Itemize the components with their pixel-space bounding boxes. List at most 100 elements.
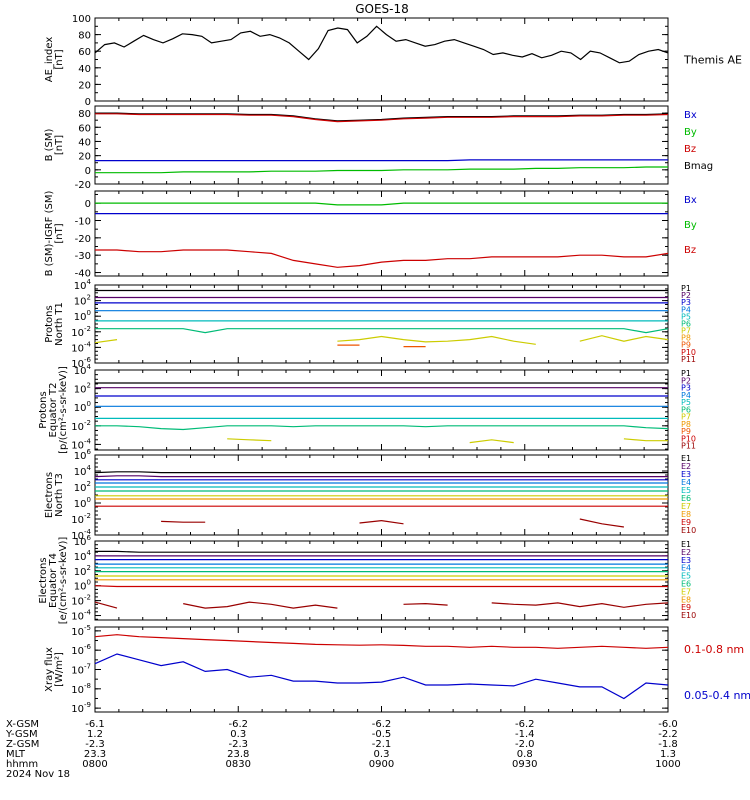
- y-tick-label: 10-4: [71, 609, 91, 623]
- y-axis-label: Equator T2: [48, 383, 59, 438]
- legend-label: P8: [681, 334, 691, 343]
- legend-label: P1: [681, 284, 691, 293]
- legend-label: E6: [681, 580, 691, 589]
- series-e10: [491, 602, 669, 608]
- legend-label: Bx: [684, 195, 697, 206]
- legend-label: E8: [681, 595, 691, 604]
- panel-frame: [94, 454, 669, 536]
- ephemeris-value: 0900: [369, 759, 394, 770]
- legend-label: P4: [681, 305, 691, 314]
- legend-label: E9: [681, 603, 691, 612]
- legend-label: E3: [681, 556, 691, 565]
- y-tick-label: 102: [74, 564, 91, 578]
- ephemeris-value: 0.8: [517, 749, 533, 760]
- ephemeris-value: -1.4: [515, 729, 535, 740]
- y-tick-label: 104: [74, 549, 92, 563]
- panel-1: 0 20 40 60 80 100 AE_index [nT] Themis AE: [44, 14, 742, 108]
- legend-label: E4: [681, 564, 691, 573]
- legend-label: P9: [681, 427, 691, 436]
- panel-frame: [94, 284, 669, 364]
- legend-label: P9: [681, 341, 691, 350]
- y-axis-label: North T1: [54, 302, 65, 346]
- legend-label: E10: [681, 526, 696, 535]
- legend-label: P7: [681, 327, 691, 336]
- legend-label: E9: [681, 518, 691, 527]
- y-tick-label: 10-5: [71, 624, 91, 638]
- y-axis-label: Electrons: [38, 557, 49, 603]
- y-tick-label: 10-7: [71, 663, 91, 677]
- ephemeris-value: 23.8: [227, 749, 249, 760]
- series-bz: [95, 113, 669, 123]
- legend-label: E8: [681, 510, 691, 519]
- y-tick-label: -20: [75, 234, 91, 245]
- series-p7: [337, 335, 536, 345]
- legend-label: E5: [681, 486, 691, 495]
- y-tick-label: 102: [74, 382, 91, 396]
- y-axis-label: Protons: [44, 305, 55, 342]
- ephemeris-value: -6.2: [515, 719, 535, 730]
- ephemeris-row-label: X-GSM: [6, 719, 39, 730]
- y-tick-label: 40: [78, 64, 91, 75]
- y-tick-label: -30: [75, 251, 91, 262]
- panel-8: 10-5 10-6 10-7 10-8 10-9 Xray flux [W/m²] 0.1-0…: [44, 624, 750, 715]
- legend-label: By: [684, 220, 697, 231]
- legend-label: P4: [681, 391, 691, 400]
- ephemeris-row-label: Y-GSM: [5, 729, 38, 740]
- legend-label: P2: [681, 376, 691, 385]
- y-tick-label: 40: [78, 137, 91, 148]
- series-bmag: [95, 112, 669, 122]
- legend-label: By: [684, 127, 697, 138]
- series-p7: [623, 438, 668, 442]
- legend-label: P6: [681, 319, 691, 328]
- ephemeris-value: 1.3: [660, 749, 676, 760]
- y-axis-label: Equator T4: [48, 553, 59, 608]
- y-tick-label: 60: [78, 123, 91, 134]
- y-axis-label: Xray flux: [44, 647, 55, 692]
- y-tick-label: 100: [74, 400, 91, 414]
- y-axis-label: B (SM)-IGRF (SM): [44, 191, 55, 277]
- legend-label: P7: [681, 413, 691, 422]
- y-axis-label: [W/m²]: [54, 652, 65, 687]
- series-p7: [227, 438, 272, 442]
- series-themis-ae: [94, 25, 669, 64]
- y-axis-label: [nT]: [54, 49, 65, 69]
- ephemeris-value: -2.3: [228, 739, 248, 750]
- y-tick-label: 10-6: [71, 643, 91, 657]
- y-axis-label: [nT]: [54, 223, 65, 243]
- panel-frame: [94, 190, 669, 277]
- legend-label: Bx: [684, 110, 697, 121]
- ephemeris-value: 1.2: [87, 729, 103, 740]
- legend-label: P5: [681, 398, 691, 407]
- legend-label: E2: [681, 548, 691, 557]
- y-tick-label: 80: [78, 31, 91, 42]
- series-e9: [94, 585, 668, 588]
- series-by: [95, 202, 668, 206]
- y-axis-label: Electrons: [44, 472, 55, 518]
- y-tick-label: 10-2: [71, 512, 91, 526]
- y-tick-label: 10-4: [71, 340, 91, 354]
- ephemeris-row-label: Z-GSM: [6, 739, 39, 750]
- legend-label: P3: [681, 384, 691, 393]
- ephemeris-value: -6.2: [372, 719, 392, 730]
- legend-label: P8: [681, 420, 691, 429]
- series-0-1-0-8-nm: [94, 634, 669, 649]
- y-tick-label: 10-2: [71, 325, 91, 339]
- y-tick-label: 10-2: [71, 419, 91, 433]
- y-tick-label: 102: [74, 294, 91, 308]
- series-p7: [469, 439, 514, 444]
- series-e10: [94, 601, 118, 609]
- y-axis-label: Protons: [38, 391, 49, 428]
- y-tick-label: 106: [74, 534, 92, 548]
- legend-label: Bmag: [684, 161, 713, 172]
- y-tick-label: -40: [75, 269, 91, 280]
- legend-label: Themis AE: [683, 54, 742, 67]
- series-by: [95, 166, 668, 174]
- y-tick-label: 10-2: [71, 594, 91, 608]
- series-e10: [403, 602, 448, 606]
- panel-frame: [94, 369, 669, 451]
- legend-label: E10: [681, 611, 696, 620]
- ephemeris-value: 0800: [82, 759, 107, 770]
